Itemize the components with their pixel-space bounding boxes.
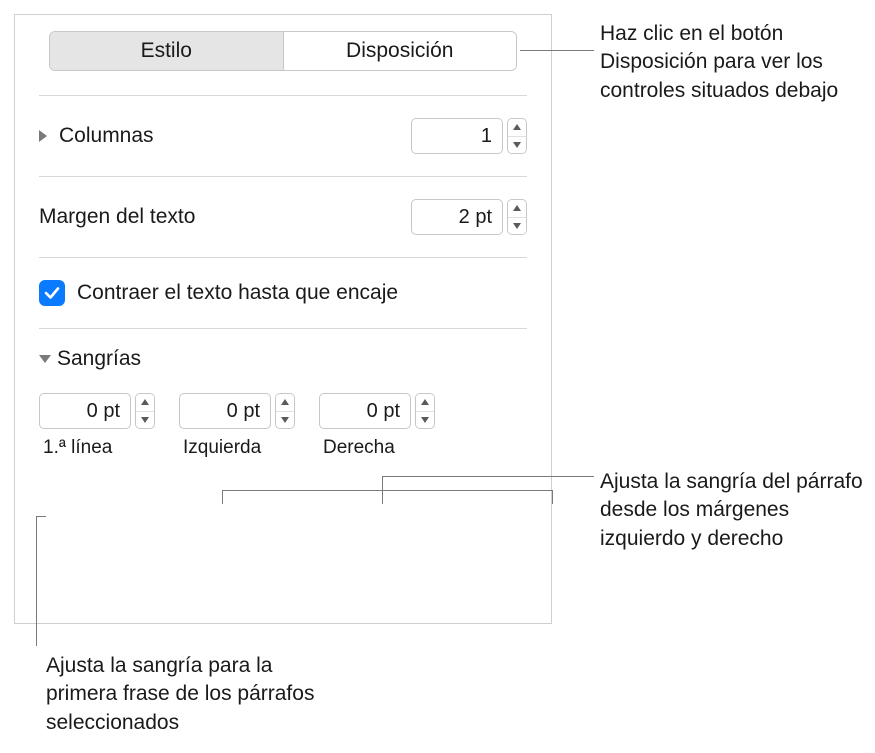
left-input[interactable] [179,393,271,429]
right-step-down[interactable] [416,412,434,429]
leader-line [520,50,594,51]
first-line-step-up[interactable] [136,394,154,412]
chevron-up-icon [141,399,149,405]
leader-line [382,476,383,490]
chevron-up-icon [421,399,429,405]
columns-input[interactable] [411,118,503,154]
text-margin-step-up[interactable] [508,200,526,218]
chevron-right-icon[interactable] [39,130,47,142]
text-margin-input[interactable] [411,199,503,235]
check-icon [43,284,61,302]
tab-selector: Estilo Disposición [49,31,517,71]
first-line-step-down[interactable] [136,412,154,429]
shrink-text-label: Contraer el texto hasta que encaje [77,281,398,305]
left-step-up[interactable] [276,394,294,412]
text-margin-step-down[interactable] [508,218,526,235]
first-line-input[interactable] [39,393,131,429]
chevron-down-icon [513,223,521,229]
chevron-up-icon [281,399,289,405]
indent-right: Derecha [319,393,435,459]
first-line-label: 1.ª línea [39,437,112,459]
indents-title: Sangrías [39,347,527,371]
indents-section: Sangrías 1.ª línea [15,329,551,481]
leader-line [222,490,552,491]
text-margin-label: Margen del texto [39,205,411,229]
callout-lr-hint: Ajusta la sangría del párrafo desde los … [600,468,870,553]
chevron-down-icon [141,417,149,423]
chevron-down-icon[interactable] [39,355,51,363]
columns-label: Columnas [39,124,411,148]
indent-first-line: 1.ª línea [39,393,155,459]
layout-panel: Estilo Disposición Columnas Margen del t… [14,14,552,624]
chevron-down-icon [513,142,521,148]
leader-line [222,490,223,504]
shrink-text-checkbox[interactable] [39,280,65,306]
text-margin-stepper-buttons [507,199,527,235]
columns-stepper-buttons [507,118,527,154]
tab-style[interactable]: Estilo [50,32,283,70]
left-stepper-buttons [275,393,295,429]
columns-label-text: Columnas [59,124,154,148]
first-line-stepper [39,393,155,429]
text-margin-stepper [411,199,527,235]
columns-stepper [411,118,527,154]
first-line-stepper-buttons [135,393,155,429]
tab-layout[interactable]: Disposición [283,32,517,70]
chevron-up-icon [513,124,521,130]
right-label: Derecha [319,437,395,459]
leader-line [36,516,37,646]
indents-title-text: Sangrías [57,347,141,371]
shrink-text-row: Contraer el texto hasta que encaje [15,258,551,328]
chevron-down-icon [281,417,289,423]
leader-line [36,516,46,517]
left-stepper [179,393,295,429]
chevron-up-icon [513,205,521,211]
indent-fields: 1.ª línea Izquierda [39,393,527,459]
right-stepper [319,393,435,429]
callout-firstline-hint: Ajusta la sangría para la primera frase … [46,652,336,737]
right-step-up[interactable] [416,394,434,412]
right-stepper-buttons [415,393,435,429]
text-margin-label-text: Margen del texto [39,205,195,229]
callout-tab-hint: Haz clic en el botón Disposición para ve… [600,20,870,105]
leader-line [382,490,383,504]
right-input[interactable] [319,393,411,429]
leader-line [552,490,553,504]
chevron-down-icon [421,417,429,423]
columns-step-down[interactable] [508,137,526,154]
text-margin-row: Margen del texto [15,177,551,257]
left-label: Izquierda [179,437,261,459]
left-step-down[interactable] [276,412,294,429]
indent-left: Izquierda [179,393,295,459]
columns-step-up[interactable] [508,119,526,137]
columns-row: Columnas [15,96,551,176]
leader-line [382,476,594,477]
